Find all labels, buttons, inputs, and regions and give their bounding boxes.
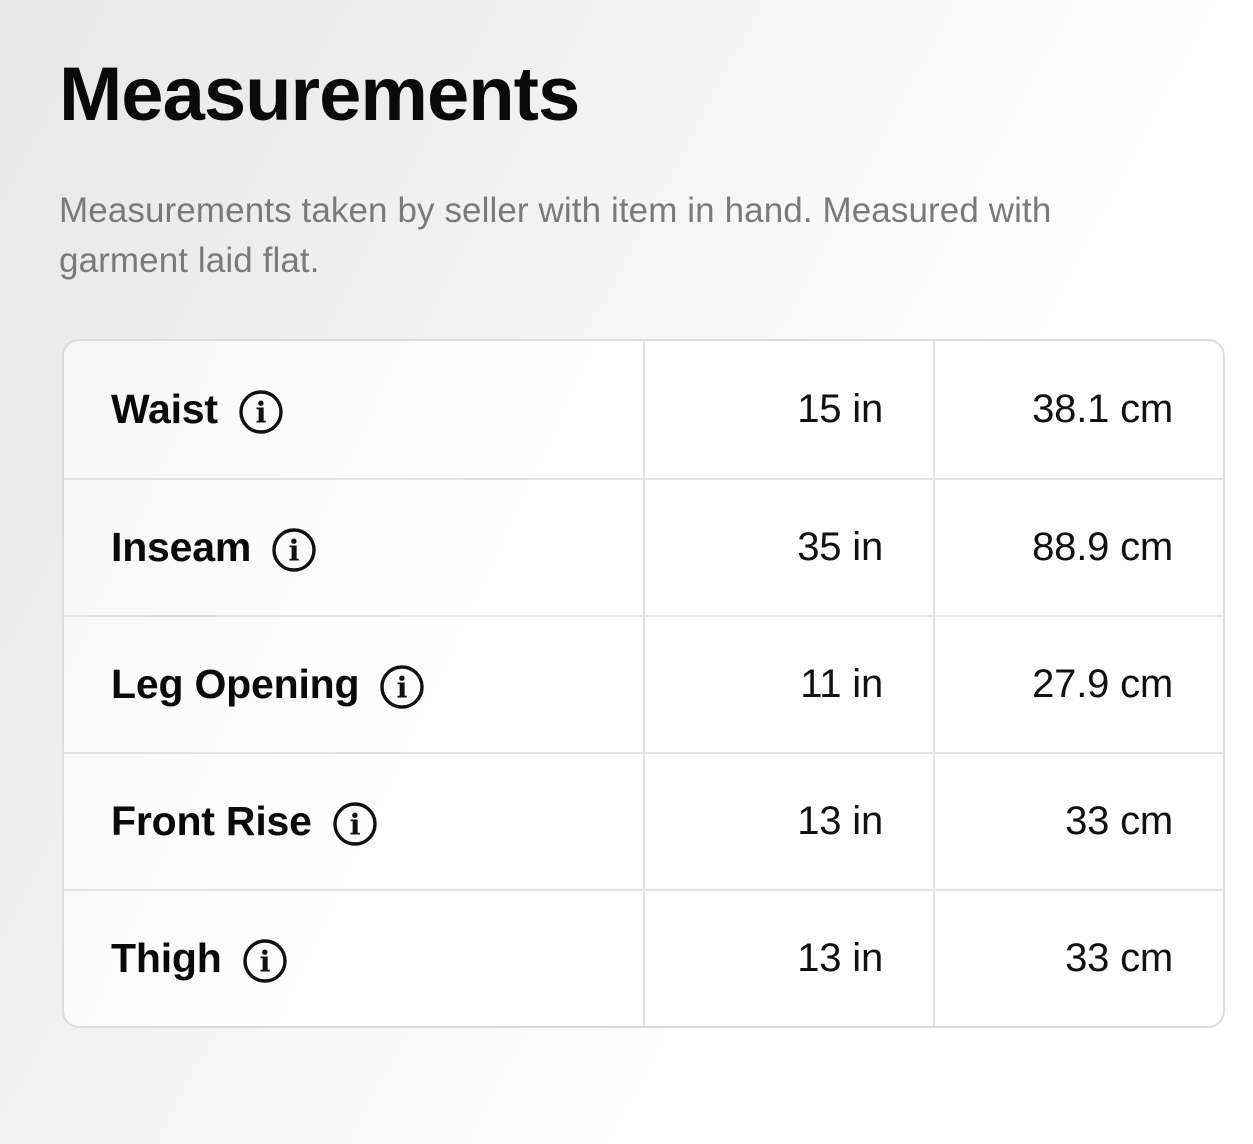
measurement-label: Thigh [111,934,222,981]
table-value-cm-cell: 38.1 cm [933,340,1223,478]
value-centimeters: 33 cm [1065,798,1173,843]
value-centimeters: 27.9 cm [1032,661,1173,706]
table-value-in-cell: 13 in [643,888,933,1026]
value-inches: 13 in [797,935,883,980]
value-inches: 15 in [797,386,883,431]
svg-text:i: i [289,534,300,568]
table-value-in-cell: 35 in [643,477,933,615]
table-value-cm-cell: 88.9 cm [933,477,1223,615]
table-value-in-cell: 13 in [643,751,933,889]
info-circle-icon: i [380,665,425,709]
info-icon[interactable]: i [242,938,288,984]
info-icon[interactable]: i [238,389,284,435]
table-value-cm-cell: 33 cm [933,751,1223,889]
table-row-label-cell: Inseam i [64,477,643,615]
table-value-in-cell: 15 in [643,340,933,478]
value-centimeters: 38.1 cm [1032,386,1173,431]
svg-text:i: i [255,396,266,430]
measurements-panel: Measurements Measurements taken by selle… [59,52,1225,1028]
table-value-cm-cell: 33 cm [933,888,1223,1026]
page-title: Measurements [59,52,580,137]
measurement-label: Leg Opening [111,660,360,707]
table-row-label-cell: Thigh i [64,888,643,1026]
svg-text:i: i [397,671,408,705]
svg-text:i: i [349,808,360,842]
measurements-table: Waist i 15 in 38.1 cm Inseam i [62,338,1225,1028]
info-icon[interactable]: i [332,801,378,847]
measurement-label: Waist [111,385,218,432]
info-icon[interactable]: i [379,664,425,710]
table-row-label-cell: Waist i [64,341,643,478]
measurement-label: Inseam [111,523,252,570]
measurements-disclaimer: Measurements taken by seller with item i… [59,190,1052,280]
value-inches: 35 in [797,524,883,569]
measurement-label: Front Rise [111,797,312,844]
value-centimeters: 33 cm [1065,935,1173,980]
table-row-label-cell: Leg Opening i [64,614,643,752]
info-circle-icon: i [333,802,377,846]
info-icon[interactable]: i [271,527,317,573]
info-circle-icon: i [242,939,287,983]
value-centimeters: 88.9 cm [1032,524,1173,569]
table-value-in-cell: 11 in [643,614,933,752]
svg-text:i: i [259,945,270,979]
info-circle-icon: i [239,390,283,434]
table-row-label-cell: Front Rise i [64,751,643,889]
table-value-cm-cell: 27.9 cm [933,614,1223,752]
info-circle-icon: i [272,528,316,572]
value-inches: 13 in [797,798,883,843]
value-inches: 11 in [800,661,883,706]
